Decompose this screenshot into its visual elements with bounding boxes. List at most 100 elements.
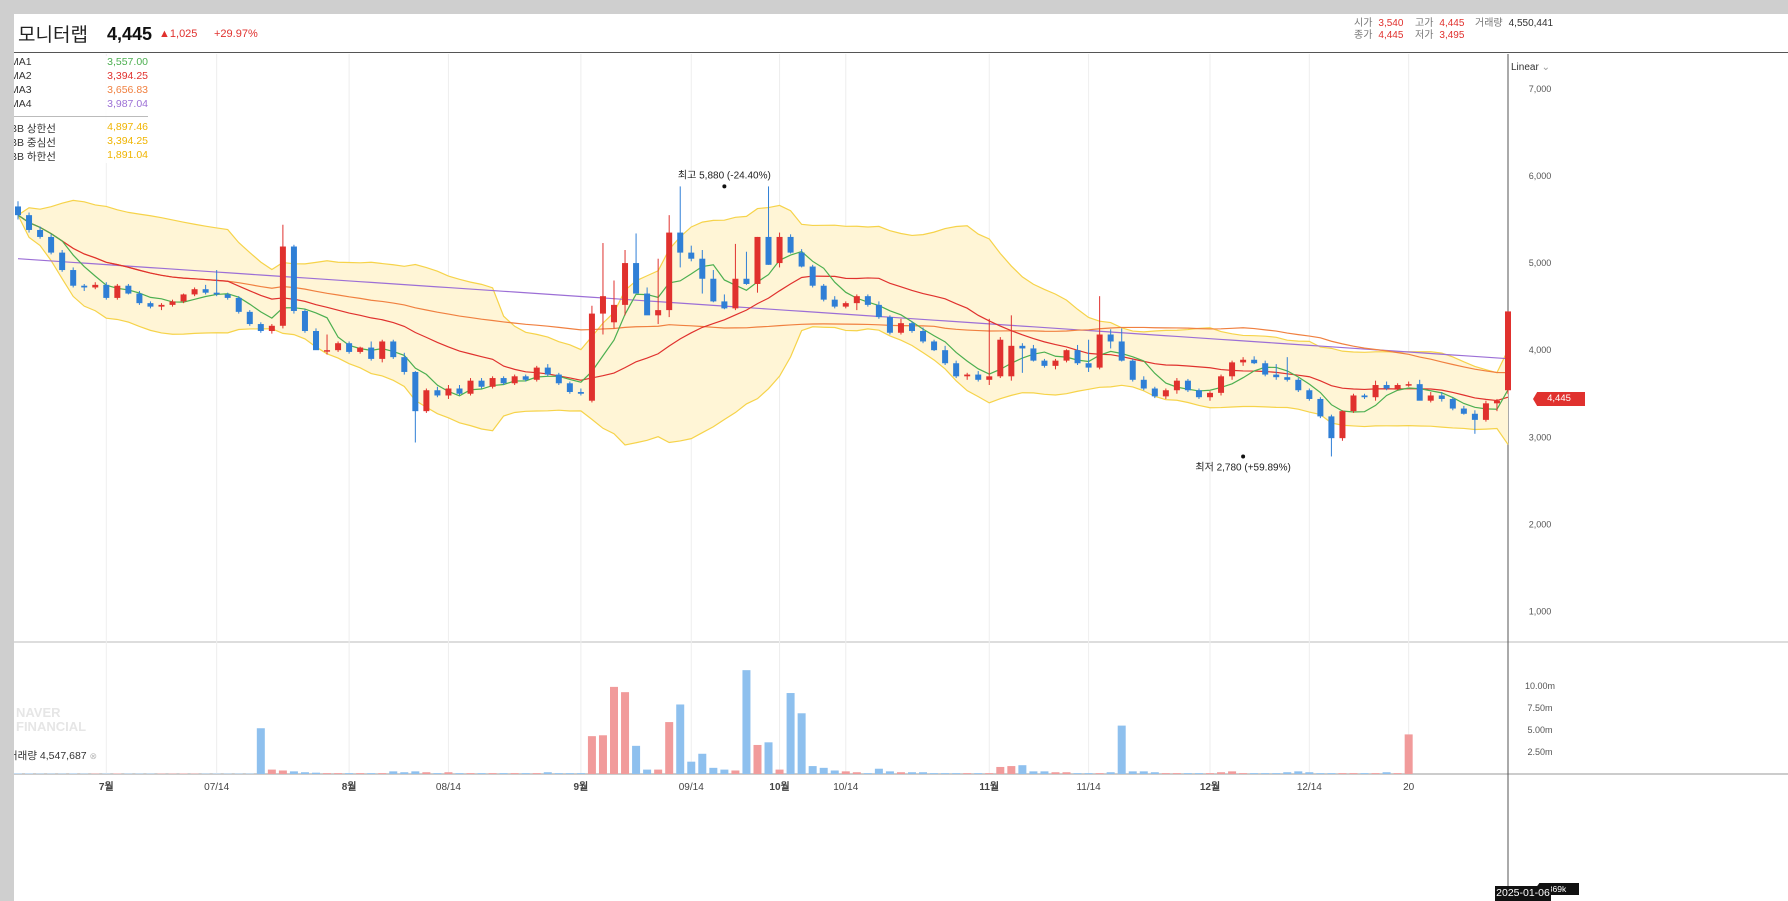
- close-icon[interactable]: ⊗: [89, 751, 98, 761]
- candle-body: [169, 301, 176, 305]
- x-tick-label: 12/14: [1297, 782, 1322, 793]
- x-tick-label: 07/14: [204, 782, 229, 793]
- candle-body: [335, 343, 342, 351]
- volume-bar: [411, 771, 420, 774]
- volume-bar: [731, 770, 740, 774]
- candle-body: [787, 236, 794, 253]
- x-tick-label: 7월: [99, 781, 114, 793]
- volume-bar: [1172, 773, 1181, 774]
- volume-bar: [797, 713, 806, 774]
- candle-body: [588, 313, 595, 401]
- volume-bar: [919, 772, 928, 774]
- candle-body: [732, 278, 739, 309]
- volume-bar: [587, 736, 596, 774]
- volume-bar: [1040, 771, 1049, 774]
- x-tick-label: 08/14: [436, 782, 461, 793]
- candle-body: [964, 374, 971, 377]
- legend-bb-1: BB 상한선 4,897.46: [14, 121, 148, 135]
- candle-body: [853, 296, 860, 304]
- x-tick-label: 9월: [574, 781, 589, 793]
- candle-body: [997, 339, 1004, 377]
- candle-body: [125, 285, 132, 294]
- legend-value: 3,557.00: [107, 56, 148, 68]
- candle-body: [1284, 377, 1291, 380]
- x-tick-label: 8월: [342, 781, 357, 793]
- chart-frame: 7,000 6,000 5,000 4,000 3,000 2,000 1,000 10.00…: [14, 14, 1788, 901]
- volume-bar: [996, 766, 1005, 774]
- candle-body: [599, 296, 606, 314]
- volume-tick-label: 2.50m: [1527, 747, 1552, 757]
- legend-label: BB 하한선: [14, 151, 56, 163]
- y-tick-label: 3,000: [1529, 432, 1552, 442]
- volume-bar: [1194, 773, 1203, 774]
- candle-body: [246, 311, 253, 325]
- x-tick-label: 11월: [979, 781, 999, 793]
- x-tick-label: 20: [1403, 782, 1415, 793]
- volume-bar: [896, 772, 905, 774]
- candle-body: [114, 285, 121, 298]
- volume-bar: [488, 773, 497, 774]
- x-tick-label: 10/14: [833, 782, 858, 793]
- candle-body: [1306, 390, 1313, 399]
- candle-body: [1240, 359, 1247, 363]
- volume-bar: [367, 773, 376, 774]
- candle-body: [1339, 411, 1346, 439]
- volume-bar: [963, 773, 972, 774]
- volume-stat: 거래량 4,550,441: [1475, 18, 1554, 29]
- volume-bar: [1183, 773, 1192, 774]
- volume-bar: [477, 773, 486, 774]
- candle-body: [633, 263, 640, 294]
- candle-body: [533, 367, 540, 380]
- volume-bar: [1150, 772, 1159, 774]
- legend-value: 3,394.25: [107, 70, 148, 82]
- candle-body: [180, 294, 187, 302]
- volume-bar: [1062, 772, 1071, 774]
- candle-body: [423, 390, 430, 412]
- candle-body: [70, 270, 77, 286]
- candle-body: [1118, 341, 1125, 361]
- volume-bar: [598, 735, 607, 774]
- volume-bar: [1371, 773, 1380, 774]
- volume-bar: [676, 704, 685, 774]
- volume-bar: [1382, 772, 1391, 774]
- volume-bar: [1228, 771, 1237, 774]
- volume-bar: [1305, 772, 1314, 774]
- stock-chart[interactable]: 7,000 6,000 5,000 4,000 3,000 2,000 1,000 10.00…: [14, 14, 1788, 901]
- candle-body: [1449, 398, 1456, 409]
- legend-label: MA3: [14, 84, 32, 96]
- candle-body: [1184, 380, 1191, 391]
- volume-bar: [610, 686, 618, 774]
- candle-body: [313, 331, 319, 351]
- volume-bar: [874, 768, 883, 774]
- candle-body: [644, 293, 651, 316]
- volume-bar: [709, 767, 718, 774]
- x-tick-label: 10월: [769, 781, 789, 793]
- volume-bar: [1051, 772, 1060, 774]
- candle-body: [290, 246, 297, 311]
- candle-body: [158, 304, 165, 307]
- volume-bar: [1294, 771, 1303, 774]
- price-annotation: 최저 2,780 (+59.89%): [1195, 461, 1290, 473]
- candle-body: [445, 388, 452, 396]
- candle-body: [1030, 348, 1037, 361]
- candle-body: [81, 285, 88, 288]
- volume-bar: [334, 773, 343, 774]
- legend-label: BB 상한선: [14, 123, 56, 135]
- candle-body: [1361, 395, 1368, 398]
- annotation-dot: [1241, 454, 1246, 459]
- candle-body: [1140, 379, 1147, 389]
- crosshair-date-badge: 2025-01-06: [1495, 886, 1551, 901]
- volume-bar: [885, 771, 894, 774]
- candle-body: [489, 378, 496, 387]
- x-tick-label: 12월: [1200, 781, 1220, 793]
- volume-tick-label: 10.00m: [1525, 681, 1555, 691]
- volume-bar: [753, 744, 762, 774]
- volume-bar: [422, 772, 431, 774]
- price-annotation: 최고 5,880 (-24.40%): [678, 169, 771, 181]
- ma3-line: [17, 214, 1509, 374]
- y-tick-label: 5,000: [1529, 258, 1552, 268]
- scale-mode-button[interactable]: Linear ⌄: [1511, 62, 1550, 73]
- change-rate: +29.97%: [214, 28, 258, 40]
- volume-bar: [312, 772, 320, 774]
- candle-body: [897, 323, 904, 333]
